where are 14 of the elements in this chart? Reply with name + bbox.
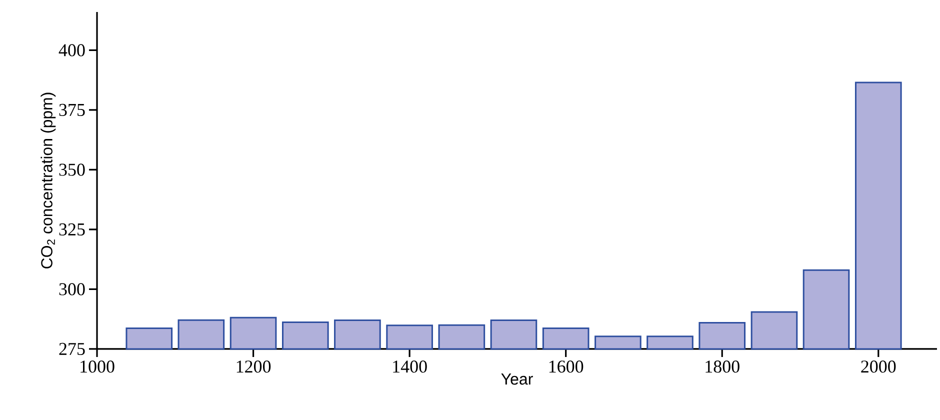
x-tick-label: 1200 (236, 360, 271, 373)
y-tick-label: 400 (58, 44, 85, 56)
y-tick-label: 300 (59, 283, 85, 296)
x-tick-label: 1800 (706, 360, 740, 373)
y-tick-label: 350 (59, 164, 85, 176)
y-tick-label: 275 (59, 342, 85, 356)
y-axis-title: CO$_{2}$ concentration (ppm) (40, 92, 56, 268)
x-tick-label: 1000 (80, 360, 114, 373)
x-axis-title: Year (501, 374, 533, 385)
y-tick-label: 325 (59, 223, 85, 236)
x-tick-label: 2000 (861, 360, 896, 373)
y-tick-label: 375 (59, 104, 85, 116)
x-tick-label: 1400 (393, 360, 427, 373)
x-tick-label: 1600 (549, 360, 584, 373)
